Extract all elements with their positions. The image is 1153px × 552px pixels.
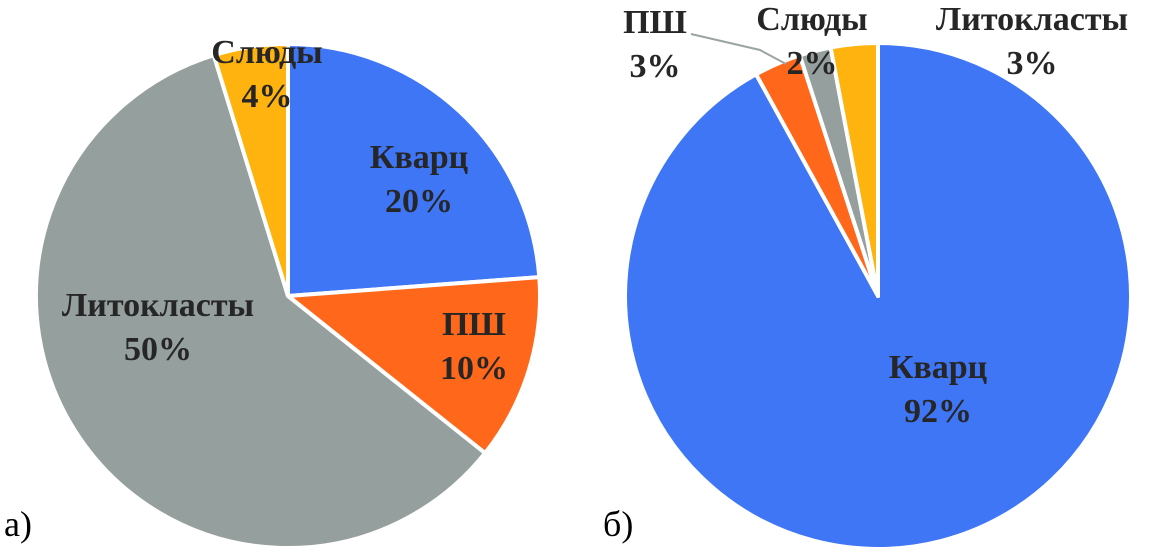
slice-value-lithoclasts: 3% xyxy=(1007,45,1058,82)
slice-value-mica: 4% xyxy=(242,78,293,115)
slice-value-quartz: 20% xyxy=(385,183,453,220)
slice-name-lithoclasts: Литокласты xyxy=(936,1,1128,38)
slice-value-mica: 2% xyxy=(787,45,838,82)
data-label-lithoclasts: Литокласты 50% xyxy=(62,287,254,368)
data-label-feldspar: ПШ 10% xyxy=(440,306,508,387)
slice-value-quartz: 92% xyxy=(904,393,972,430)
data-label-lithoclasts: Литокласты 3% xyxy=(936,1,1128,82)
pie-slice-lithoclasts xyxy=(34,53,488,550)
slice-value-feldspar: 10% xyxy=(440,350,508,387)
slice-value-feldspar: 3% xyxy=(630,48,681,85)
pie-chart-a: Кварц 20% ПШ 10% Литокласты 50% Слюды 4% а) xyxy=(4,34,542,550)
leader-line xyxy=(690,33,787,65)
slice-name-feldspar: ПШ xyxy=(623,4,687,41)
slice-name-feldspar: ПШ xyxy=(442,306,506,343)
data-label-quartz: Кварц 20% xyxy=(370,139,469,220)
slice-name-quartz: Кварц xyxy=(889,349,988,386)
data-label-mica: Слюды 4% xyxy=(211,34,322,115)
data-label-mica: Слюды 2% xyxy=(756,1,867,82)
slice-name-mica: Слюды xyxy=(211,34,322,71)
slice-value-lithoclasts: 50% xyxy=(124,331,192,368)
pie-slice-mica xyxy=(211,42,290,298)
data-label-quartz: Кварц 92% xyxy=(889,349,988,430)
pie-chart-b: Кварц 92% ПШ 3% Слюды 2% Литокласты 3% б) xyxy=(603,1,1133,551)
data-label-feldspar: ПШ 3% xyxy=(623,4,687,85)
panel-label-b: б) xyxy=(603,504,633,544)
slice-name-lithoclasts: Литокласты xyxy=(62,287,254,324)
pie-slice-quartz xyxy=(286,42,542,298)
slice-name-quartz: Кварц xyxy=(370,139,469,176)
pie-slice-feldspar xyxy=(286,275,542,456)
pie-slice-lithoclasts xyxy=(828,41,880,298)
panel-label-a: а) xyxy=(4,504,32,544)
slice-name-mica: Слюды xyxy=(756,1,867,38)
